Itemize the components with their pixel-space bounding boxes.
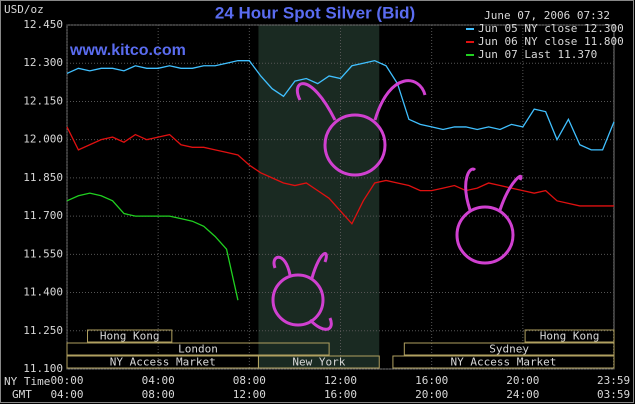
session-label: Hong Kong xyxy=(100,330,160,343)
doodle xyxy=(455,205,515,265)
x-tick-label: 04:00 xyxy=(142,374,175,387)
gmt-tick-label: 12:00 xyxy=(233,388,266,401)
y-tick-label: 12.450 xyxy=(23,18,63,31)
y-tick-label: 11.400 xyxy=(23,286,63,299)
gmt-tick-label: 24:00 xyxy=(506,388,539,401)
session-label: NY Access Market xyxy=(110,356,216,369)
doodle xyxy=(295,79,427,121)
y-tick-label: 11.100 xyxy=(23,362,63,375)
gmt-tick-label: 20:00 xyxy=(415,388,448,401)
gmt-tick-label: 04:00 xyxy=(50,388,83,401)
x-row-label: GMT xyxy=(12,388,32,401)
y-tick-label: 11.550 xyxy=(23,247,63,260)
session-label: Hong Kong xyxy=(540,330,600,343)
x-tick-label: 08:00 xyxy=(233,374,266,387)
doodles xyxy=(271,79,523,331)
timestamp: June 07, 2006 07:32 xyxy=(484,9,610,22)
session-box xyxy=(403,342,615,356)
session-box xyxy=(257,355,380,369)
y-tick-label: 12.000 xyxy=(23,133,63,146)
x-tick-label: 00:00 xyxy=(50,374,83,387)
y-tick-label: 12.300 xyxy=(23,56,63,69)
y-tick-label: 12.150 xyxy=(23,94,63,107)
doodle xyxy=(323,113,387,177)
x-row-label: NY Time xyxy=(4,375,50,388)
doodle xyxy=(464,167,523,211)
y-tick-label: 11.700 xyxy=(23,209,63,222)
session-label: New York xyxy=(292,356,345,369)
gmt-tick-label: 16:00 xyxy=(324,388,357,401)
legend-label: Jun 06 NY close 11.800 xyxy=(478,35,624,48)
x-tick-label: 12:00 xyxy=(324,374,357,387)
doodle xyxy=(271,273,325,327)
series-line xyxy=(66,126,614,225)
session-box xyxy=(87,329,173,343)
gmt-tick-label: 03:59 xyxy=(597,388,630,401)
session-label: Sydney xyxy=(489,343,529,356)
doodle xyxy=(272,252,333,331)
unit-label: USD/oz xyxy=(4,3,44,16)
session-label: London xyxy=(178,343,218,356)
series-line xyxy=(66,59,615,151)
legend-label: Jun 05 NY close 12.300 xyxy=(478,22,624,35)
session-box xyxy=(524,329,615,343)
session-box xyxy=(66,342,330,356)
chart-title: 24 Hour Spot Silver (Bid) xyxy=(215,3,415,22)
y-tick-label: 11.850 xyxy=(23,171,63,184)
series-line xyxy=(66,192,239,301)
x-tick-label: 16:00 xyxy=(415,374,448,387)
watermark: www.kitco.com xyxy=(69,42,186,59)
session-box xyxy=(392,355,615,369)
legend-label: Jun 07 Last 11.370 xyxy=(478,48,597,61)
session-label: NY Access Market xyxy=(450,356,556,369)
x-tick-label: 20:00 xyxy=(506,374,539,387)
gmt-tick-label: 08:00 xyxy=(142,388,175,401)
y-tick-label: 11.250 xyxy=(23,324,63,337)
session-shade xyxy=(258,25,380,369)
x-tick-label: 23:59 xyxy=(597,374,630,387)
